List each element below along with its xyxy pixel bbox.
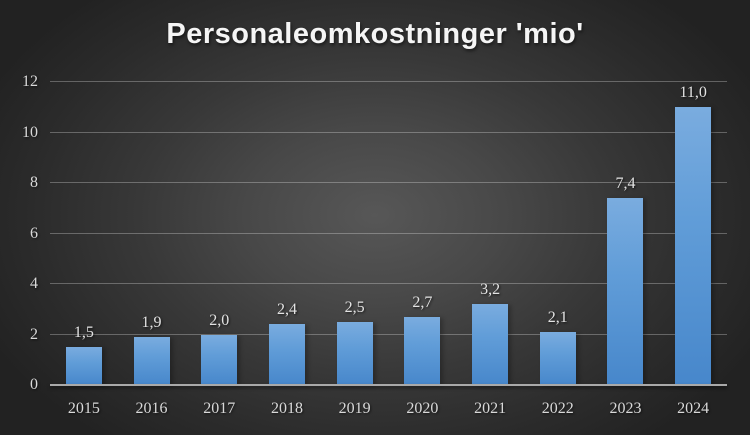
y-tick-label: 6 (30, 224, 38, 242)
bar-2022[interactable] (539, 331, 576, 385)
bar-value-label: 2,7 (412, 293, 433, 311)
chart-title: Personaleomkostninger 'mio' (166, 18, 584, 50)
bar-slot-2023: 7,4 (592, 82, 660, 385)
bar-slot-2021: 3,2 (456, 82, 524, 385)
x-tick-label: 2019 (338, 400, 371, 417)
bar-value-label: 1,5 (73, 324, 94, 342)
bar-value-label: 2,4 (276, 301, 297, 319)
x-tick-label: 2024 (677, 400, 710, 417)
gridline (50, 131, 727, 133)
x-tick-label: 2020 (406, 400, 439, 417)
x-tick-label: 2021 (474, 400, 507, 417)
bar-slot-2015: 1,5 (50, 82, 118, 385)
bar-series: 1,5 1,9 2,0 2,4 2,5 2,7 3,2 2,1 7,4 11,0 (50, 82, 727, 385)
bar-value-label: 2,1 (547, 308, 568, 326)
bar-slot-2022: 2,1 (524, 82, 592, 385)
bar-2020[interactable] (404, 316, 441, 385)
bar-value-label: 11,0 (679, 84, 707, 102)
bar-value-label: 1,9 (141, 314, 162, 332)
gridline (50, 333, 727, 335)
bar-2021[interactable] (472, 304, 509, 385)
bar-value-label: 3,2 (480, 281, 501, 299)
bar-slot-2024: 11,0 (659, 82, 727, 385)
x-tick-label: 2015 (67, 400, 100, 417)
gridline (50, 81, 727, 82)
bar-2023[interactable] (607, 198, 644, 385)
y-tick-label: 2 (30, 325, 38, 343)
bar-value-label: 2,0 (209, 311, 230, 329)
bar-2015[interactable] (65, 347, 102, 385)
y-tick-label: 10 (22, 123, 38, 141)
x-tick-label: 2016 (135, 400, 168, 417)
x-tick-label: 2023 (609, 400, 642, 417)
x-axis: 2015 2016 2017 2018 2019 2020 2021 2022 2023 2024 (50, 400, 727, 418)
bar-slot-2017: 2,0 (185, 82, 253, 385)
x-axis-line (50, 384, 727, 386)
gridline (50, 232, 727, 234)
bar-2016[interactable] (133, 337, 170, 385)
bar-slot-2019: 2,5 (321, 82, 389, 385)
bar-slot-2016: 1,9 (118, 82, 186, 385)
x-tick-label: 2022 (541, 400, 574, 417)
bar-2018[interactable] (268, 324, 305, 385)
y-tick-label: 0 (30, 376, 38, 393)
bar-slot-2018: 2,4 (253, 82, 321, 385)
bar-2019[interactable] (336, 321, 373, 385)
y-tick-label: 8 (30, 174, 38, 191)
x-tick-label: 2018 (270, 400, 303, 417)
bar-2017[interactable] (201, 334, 238, 385)
bar-value-label: 7,4 (615, 175, 636, 193)
bar-value-label: 2,5 (344, 298, 365, 316)
x-tick-label: 2017 (203, 400, 236, 417)
bar-2024[interactable] (675, 107, 712, 385)
y-tick-label: 4 (30, 275, 38, 292)
y-tick-label: 12 (22, 73, 38, 90)
plot-area: 1,5 1,9 2,0 2,4 2,5 2,7 3,2 2,1 7,4 11,0 (50, 81, 727, 386)
gridline (50, 283, 727, 284)
y-axis: 0 2 4 6 8 10 12 (0, 73, 42, 393)
gridline (50, 182, 727, 183)
bar-slot-2020: 2,7 (389, 82, 457, 385)
